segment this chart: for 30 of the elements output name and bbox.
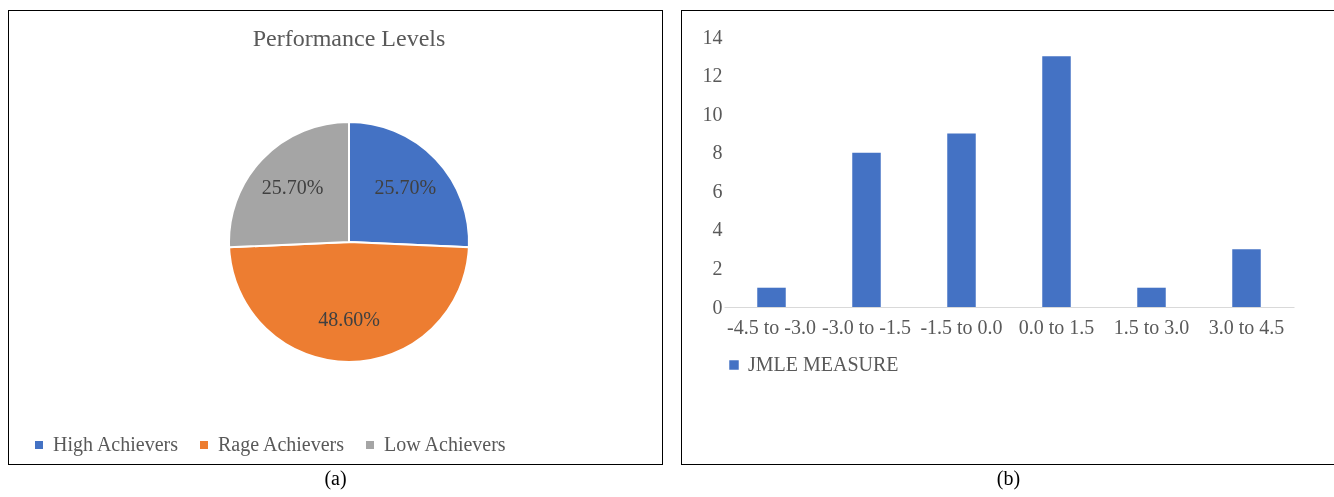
bar [1137,287,1166,307]
x-tick-label: 1.5 to 3.0 [1113,315,1190,338]
bar [757,287,786,307]
x-tick-label: 0.0 to 1.5 [1018,315,1095,338]
x-tick-label: -1.5 to 0.0 [920,315,1003,338]
data-label: 48.60% [318,308,380,330]
y-tick-label: 12 [702,64,723,87]
text: (a) [324,467,347,490]
y-tick-label: 4 [712,218,723,241]
y-tick-label: 8 [712,141,723,164]
legend-label: JMLE MEASURE [748,353,899,375]
bar [1232,249,1261,307]
y-tick-label: 2 [712,256,723,279]
y-tick-label: 14 [702,25,723,48]
x-tick-label: 3.0 to 4.5 [1208,315,1285,338]
data-label: 25.70% [374,176,437,199]
text: (b) [996,467,1021,490]
bar [852,152,881,307]
legend-label: High Achievers [53,433,179,456]
bar [1042,56,1071,307]
x-tick-label: -3.0 to -1.5 [822,315,911,338]
chart-title: Performance Levels [252,25,446,51]
y-tick-label: 10 [702,102,723,125]
y-tick-label: 0 [712,295,723,318]
legend-label: Low Achievers [384,433,506,455]
x-tick-label: -4.5 to -3.0 [727,315,816,338]
bar [947,133,976,307]
y-tick-label: 6 [712,179,723,202]
legend-label: Rage Achievers [218,433,345,456]
data-label: 25.70% [261,176,324,199]
